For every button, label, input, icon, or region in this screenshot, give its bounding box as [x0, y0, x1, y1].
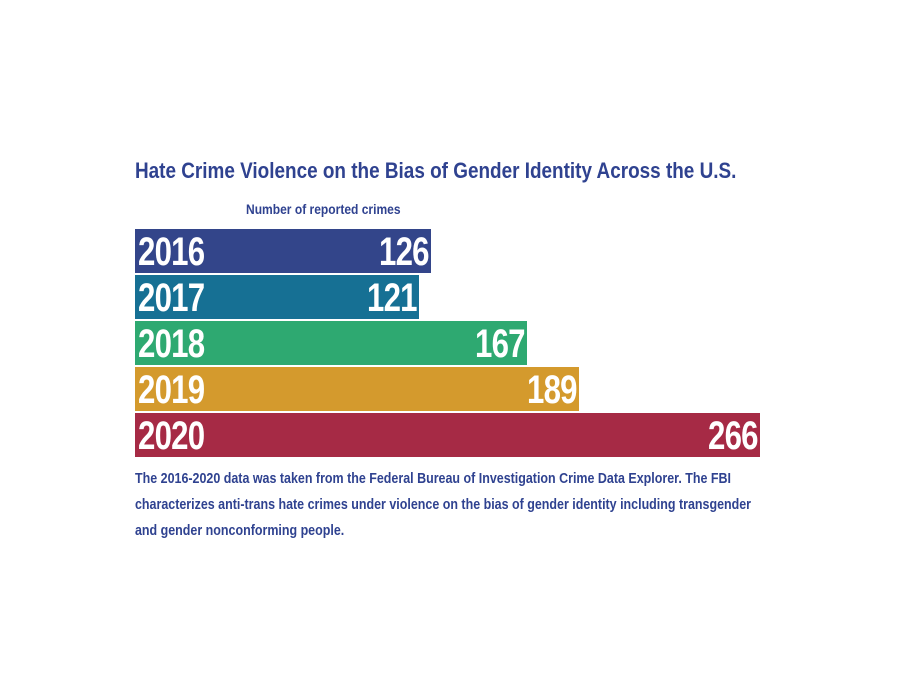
bar-2020: 2020 266 — [135, 413, 760, 458]
bar-2016: 2016 126 — [135, 229, 431, 274]
bar-label-2019: 2019 — [138, 368, 205, 412]
bar-value-2020: 266 — [708, 414, 759, 458]
chart-title: Hate Crime Violence on the Bias of Gende… — [135, 158, 737, 183]
bar-2017: 2017 121 — [135, 275, 419, 320]
footnote: The 2016-2020 data was taken from the Fe… — [135, 471, 752, 539]
chart-subtitle: Number of reported crimes — [246, 201, 401, 217]
bar-value-2017: 121 — [367, 276, 418, 320]
bar-value-2018: 167 — [475, 322, 526, 366]
bar-label-2017: 2017 — [138, 276, 205, 320]
bar-label-2018: 2018 — [138, 322, 205, 366]
bar-2019: 2019 189 — [135, 367, 579, 412]
bar-label-2016: 2016 — [138, 230, 205, 274]
bar-value-2019: 189 — [527, 368, 578, 412]
bar-value-2016: 126 — [379, 230, 430, 274]
bar-label-2020: 2020 — [138, 414, 205, 458]
bar-2018: 2018 167 — [135, 321, 527, 366]
